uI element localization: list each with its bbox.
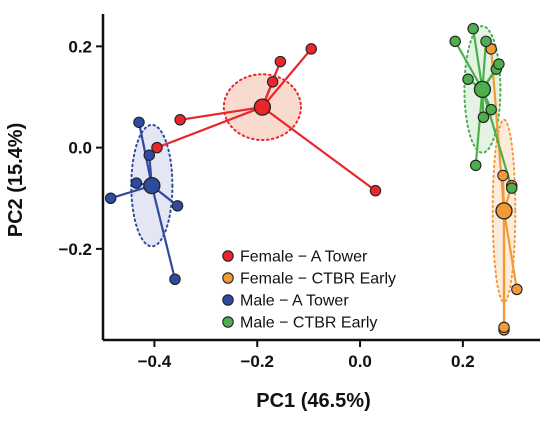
legend: Female − A Tower Female − CTBR Early Male … bbox=[222, 249, 396, 332]
spoke-line-1-0 bbox=[490, 48, 506, 211]
legend-label-1: Female − CTBR Early bbox=[240, 271, 396, 288]
spoke-line-3-7 bbox=[474, 89, 484, 166]
data-point-3-2 bbox=[480, 35, 492, 48]
data-point-3-9 bbox=[477, 111, 490, 124]
spoke-line-3-1 bbox=[472, 28, 484, 90]
spoke-line-0-1 bbox=[156, 106, 263, 149]
data-point-2-1 bbox=[143, 149, 156, 161]
data-point-3-4 bbox=[462, 73, 474, 86]
spoke-line-2-4 bbox=[150, 185, 177, 280]
centroid-point-2 bbox=[143, 176, 161, 195]
y-tick-label: −0.2 bbox=[58, 240, 92, 259]
legend-label-0: Female − A Tower bbox=[240, 249, 368, 266]
axes: −0.4 −0.2 0.0 0.2 −0.2 0.0 0.2 bbox=[58, 14, 540, 371]
x-tick-label: 0.0 bbox=[348, 352, 372, 371]
legend-label-2: Male − A Tower bbox=[240, 293, 349, 310]
centroid-point-3 bbox=[473, 80, 492, 99]
data-point-2-2 bbox=[104, 192, 117, 205]
legend-marker-1 bbox=[222, 272, 234, 284]
data-point-3-0 bbox=[449, 35, 461, 48]
spoke-line-0-0 bbox=[179, 106, 263, 121]
data-point-3-8 bbox=[505, 182, 518, 194]
data-point-3-7 bbox=[469, 159, 482, 172]
legend-marker-3 bbox=[222, 316, 234, 328]
data-point-0-0 bbox=[174, 114, 186, 126]
spoke-line-0-4 bbox=[261, 48, 313, 108]
x-axis-title: PC1 (46.5%) bbox=[256, 390, 371, 412]
legend-label-3: Male − CTBR Early bbox=[240, 315, 377, 332]
data-point-2-4 bbox=[169, 273, 181, 285]
x-tick-label: 0.2 bbox=[451, 352, 475, 371]
data-point-3-1 bbox=[467, 22, 479, 35]
data-point-3-6 bbox=[493, 58, 505, 70]
data-point-1-1 bbox=[497, 169, 509, 182]
spoke-line-3-0 bbox=[454, 40, 484, 90]
data-point-0-5 bbox=[369, 184, 382, 197]
spoke-line-1-3 bbox=[502, 210, 518, 290]
data-point-0-3 bbox=[274, 55, 287, 68]
data-point-3-5 bbox=[485, 103, 497, 116]
data-point-2-5 bbox=[130, 177, 143, 189]
data-point-0-1 bbox=[151, 141, 163, 154]
data-point-2-0 bbox=[133, 116, 145, 129]
data-point-0-2 bbox=[266, 76, 279, 88]
y-axis-title: PC2 (15.4%) bbox=[5, 123, 27, 238]
plot-area bbox=[104, 22, 523, 336]
legend-marker-2 bbox=[222, 294, 234, 306]
data-point-1-3 bbox=[511, 283, 523, 296]
legend-marker-0 bbox=[222, 250, 234, 262]
data-point-1-5 bbox=[498, 321, 510, 334]
data-point-0-4 bbox=[305, 43, 317, 55]
y-tick-label: 0.2 bbox=[68, 37, 92, 56]
x-tick-label: −0.2 bbox=[240, 352, 274, 371]
centroid-point-0 bbox=[253, 98, 272, 116]
centroid-point-1 bbox=[495, 202, 513, 220]
data-point-2-3 bbox=[171, 200, 184, 212]
x-tick-label: −0.4 bbox=[138, 352, 172, 371]
y-tick-label: 0.0 bbox=[68, 139, 92, 158]
spoke-line-0-5 bbox=[261, 106, 377, 192]
